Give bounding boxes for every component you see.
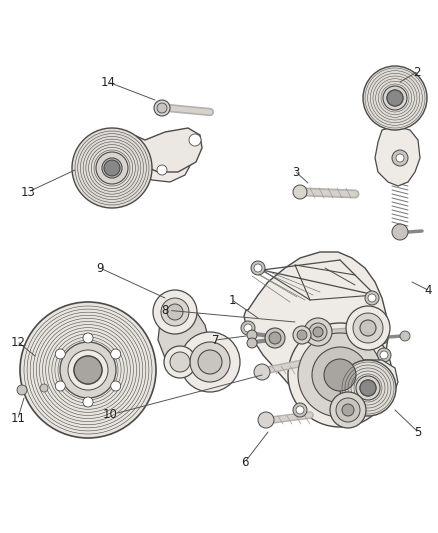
Polygon shape <box>132 145 192 182</box>
Circle shape <box>360 380 376 396</box>
Circle shape <box>363 391 377 405</box>
Circle shape <box>251 261 265 275</box>
Circle shape <box>74 356 102 384</box>
Circle shape <box>190 342 230 382</box>
Circle shape <box>392 150 408 166</box>
Polygon shape <box>244 252 388 412</box>
Text: 13: 13 <box>21 185 35 198</box>
Text: 4: 4 <box>424 284 432 296</box>
Text: 8: 8 <box>161 303 169 317</box>
Circle shape <box>293 185 307 199</box>
Circle shape <box>336 398 360 422</box>
Circle shape <box>254 364 270 380</box>
Circle shape <box>157 165 167 175</box>
Circle shape <box>68 350 108 390</box>
Circle shape <box>387 90 403 106</box>
Circle shape <box>104 160 120 176</box>
Circle shape <box>309 323 327 341</box>
Circle shape <box>365 291 379 305</box>
Circle shape <box>400 331 410 341</box>
Circle shape <box>17 385 27 395</box>
Circle shape <box>356 376 380 400</box>
Circle shape <box>265 328 285 348</box>
Polygon shape <box>336 360 398 415</box>
Circle shape <box>313 327 323 337</box>
Circle shape <box>296 406 304 414</box>
Circle shape <box>164 346 196 378</box>
Text: 3: 3 <box>292 166 300 179</box>
Text: 14: 14 <box>100 76 116 88</box>
Circle shape <box>392 224 408 240</box>
Circle shape <box>293 326 311 344</box>
Circle shape <box>72 128 152 208</box>
Circle shape <box>189 134 201 146</box>
Text: 11: 11 <box>11 411 25 424</box>
Circle shape <box>40 384 48 392</box>
Circle shape <box>324 359 356 391</box>
Circle shape <box>298 333 382 417</box>
Text: 1: 1 <box>228 294 236 306</box>
Circle shape <box>247 338 257 348</box>
Text: 9: 9 <box>96 262 104 274</box>
Circle shape <box>244 324 252 332</box>
Circle shape <box>154 100 170 116</box>
Circle shape <box>312 347 368 403</box>
Circle shape <box>167 304 183 320</box>
Circle shape <box>330 392 366 428</box>
Polygon shape <box>375 126 420 186</box>
Circle shape <box>254 264 262 272</box>
Circle shape <box>368 294 376 302</box>
Circle shape <box>102 158 122 178</box>
Circle shape <box>60 342 116 398</box>
Circle shape <box>366 394 374 402</box>
Circle shape <box>153 290 197 334</box>
Circle shape <box>247 330 257 340</box>
Circle shape <box>376 332 388 344</box>
Circle shape <box>20 302 156 438</box>
Circle shape <box>83 333 93 343</box>
Circle shape <box>170 352 190 372</box>
Circle shape <box>258 412 274 428</box>
Circle shape <box>353 313 383 343</box>
Circle shape <box>55 381 65 391</box>
Circle shape <box>96 152 128 184</box>
Circle shape <box>297 330 307 340</box>
Text: 10: 10 <box>102 408 117 422</box>
Text: 2: 2 <box>413 66 421 78</box>
Circle shape <box>387 90 403 106</box>
Circle shape <box>83 397 93 407</box>
Circle shape <box>55 349 65 359</box>
Text: 7: 7 <box>212 334 220 346</box>
Circle shape <box>198 350 222 374</box>
Circle shape <box>380 351 388 359</box>
Circle shape <box>377 348 391 362</box>
Circle shape <box>396 154 404 162</box>
Text: 6: 6 <box>241 456 249 469</box>
Circle shape <box>363 66 427 130</box>
Circle shape <box>157 103 167 113</box>
Circle shape <box>340 360 396 416</box>
Polygon shape <box>158 302 210 372</box>
Circle shape <box>360 320 376 336</box>
Circle shape <box>161 298 189 326</box>
Circle shape <box>288 323 392 427</box>
Circle shape <box>269 332 281 344</box>
Circle shape <box>241 321 255 335</box>
Polygon shape <box>130 128 202 172</box>
Text: 12: 12 <box>11 335 25 349</box>
Circle shape <box>111 349 121 359</box>
Circle shape <box>346 306 390 350</box>
Circle shape <box>180 332 240 392</box>
Circle shape <box>383 86 407 110</box>
Circle shape <box>107 163 117 173</box>
Circle shape <box>360 380 376 396</box>
Circle shape <box>111 381 121 391</box>
Text: 5: 5 <box>414 425 422 439</box>
Circle shape <box>74 356 102 384</box>
Circle shape <box>304 318 332 346</box>
Circle shape <box>342 404 354 416</box>
Circle shape <box>293 403 307 417</box>
